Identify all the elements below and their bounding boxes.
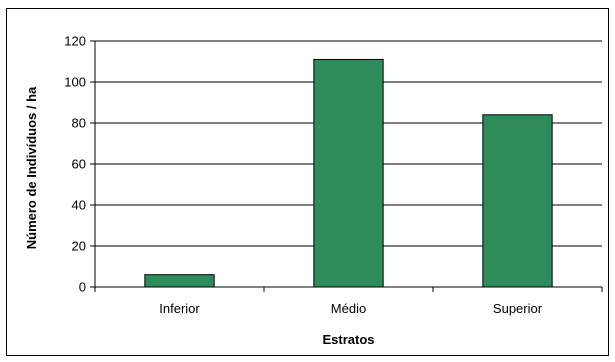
x-tick-labels: Inferior Médio Superior — [94, 287, 603, 316]
bar-superior — [482, 114, 553, 288]
x-tick-label: Superior — [493, 301, 543, 316]
y-tick-label: 80 — [72, 116, 86, 131]
y-tick-labels: 0 20 40 60 80 100 120 — [64, 34, 95, 295]
y-tick-label: 120 — [64, 34, 86, 49]
x-axis-title: Estratos — [322, 332, 374, 347]
y-tick-label: 0 — [79, 280, 86, 295]
bars — [144, 58, 553, 288]
bar-medio — [313, 58, 384, 288]
y-tick-label: 60 — [72, 157, 86, 172]
x-tick-label: Inferior — [159, 301, 200, 316]
y-tick-label: 100 — [64, 75, 86, 90]
y-tick-label: 20 — [72, 239, 86, 254]
x-tick-label: Médio — [331, 301, 366, 316]
y-tick-label: 40 — [72, 198, 86, 213]
bar-inferior — [144, 274, 215, 288]
y-axis-title: Número de Indivíduos / ha — [24, 86, 39, 249]
